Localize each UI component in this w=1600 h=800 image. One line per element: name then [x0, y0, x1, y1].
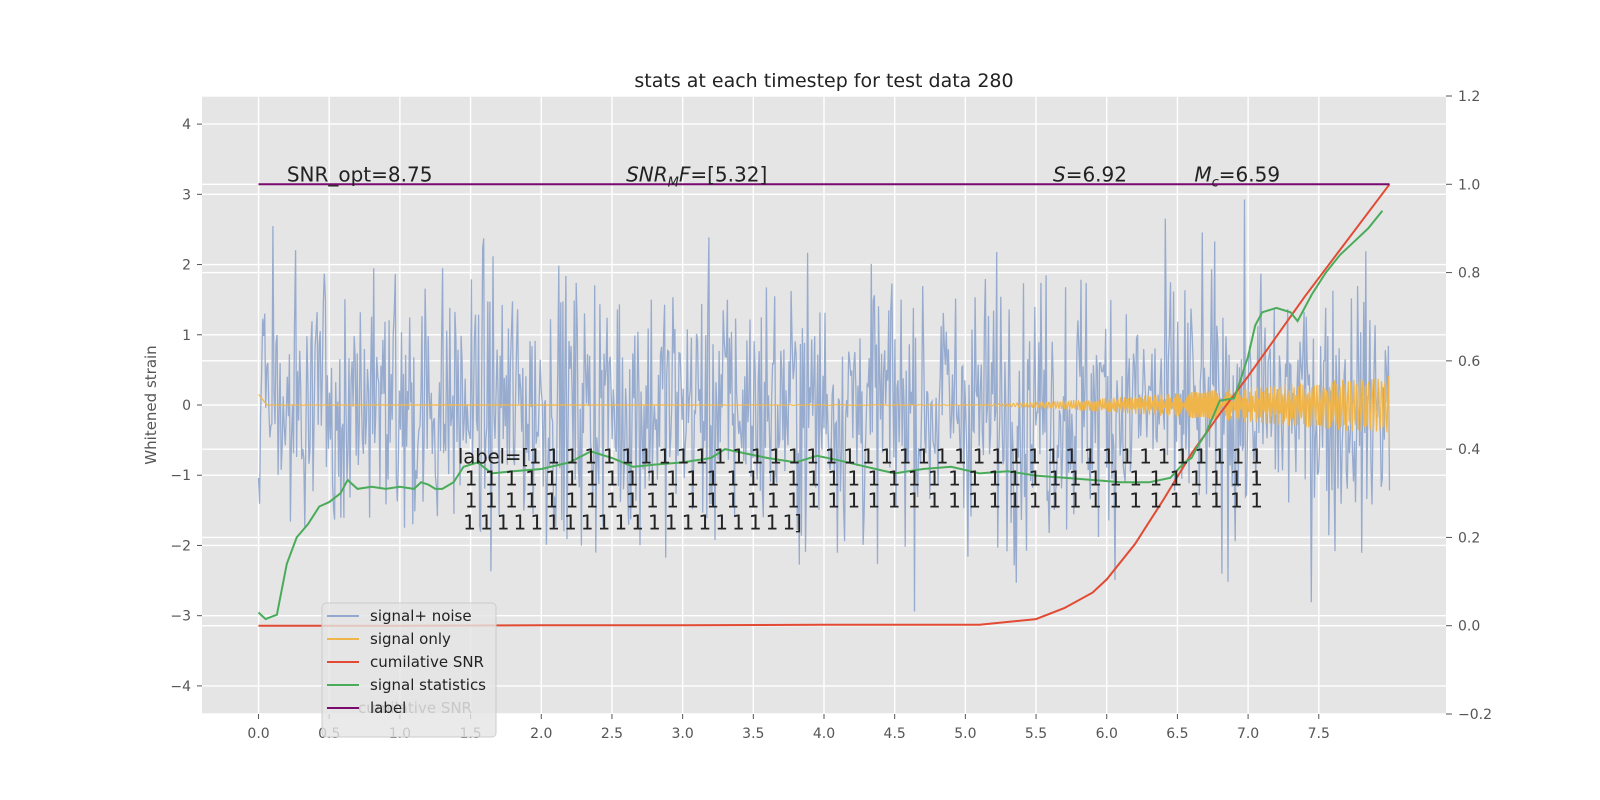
x-tick-label: 5.5 — [1025, 726, 1047, 742]
signal-only-line — [258, 375, 1391, 448]
s-annotation: S=6.92 — [1053, 162, 1127, 186]
x-tick-label: 4.5 — [884, 726, 906, 742]
label-annotation-line: 1 1 1 1 1 1 1 1 1 1 1 1 1 1 1 1 1 1 1 1] — [458, 510, 802, 534]
legend-label: cumilative SNR — [370, 653, 484, 671]
legend-label: label — [370, 699, 406, 717]
x-tick-label: 5.0 — [954, 726, 976, 742]
x-tick-label: 0.0 — [247, 726, 269, 742]
y2-tick-label: 0.2 — [1458, 530, 1480, 546]
chart-title: stats at each timestep for test data 280 — [634, 70, 1013, 92]
y-tick-label: −4 — [170, 679, 191, 695]
x-tick-label: 6.0 — [1096, 726, 1118, 742]
y-tick-label: −3 — [170, 609, 191, 625]
y-tick-label: −1 — [170, 468, 191, 484]
annotations: SNR_opt=8.75 SNRMF=[5.32] S=6.92 Mc=6.59 lab… — [287, 162, 1280, 534]
legend-label: cumilative SNR — [358, 699, 472, 717]
snr-mf-annotation: SNRMF=[5.32] — [626, 162, 767, 190]
y2-tick-label: 0.0 — [1458, 619, 1480, 635]
cumilative-snr-line — [258, 183, 1391, 627]
series-layer — [257, 183, 1391, 627]
y-tick-label: 4 — [182, 117, 191, 133]
label-annotation: label=[1 1 1 1 1 1 1 1 1 1 1 1 1 1 1 1 1… — [458, 444, 1263, 534]
x-tick-label: 2.5 — [601, 726, 623, 742]
x-tick-label: 2.0 — [530, 726, 552, 742]
y2-tick-label: 0.4 — [1458, 442, 1480, 458]
y-tick-label: 2 — [182, 258, 191, 274]
legend-box — [321, 602, 497, 738]
y2-tick-label: 1.0 — [1458, 177, 1480, 193]
y2-tick-label: −0.2 — [1458, 707, 1492, 723]
label-annotation-line: 1 1 1 1 1 1 1 1 1 1 1 1 1 1 1 1 1 1 1 1 … — [458, 466, 1263, 490]
legend-label: signal+ noise — [370, 607, 472, 625]
legend-label: signal statistics — [370, 676, 486, 694]
x-tick-label: 3.0 — [672, 726, 694, 742]
x-tick-label: 7.0 — [1237, 726, 1259, 742]
x-tick-label: 3.5 — [742, 726, 764, 742]
signal-noise-line — [257, 199, 1391, 612]
y-axis-label: Whitened strain — [142, 345, 160, 464]
x-tick-label: 7.5 — [1308, 726, 1330, 742]
y-tick-label: 0 — [182, 398, 191, 414]
label-annotation-line: 1 1 1 1 1 1 1 1 1 1 1 1 1 1 1 1 1 1 1 1 … — [458, 488, 1263, 512]
label-annotation-line: label=[1 1 1 1 1 1 1 1 1 1 1 1 1 1 1 1 1… — [458, 444, 1263, 468]
legend-label: signal only — [370, 630, 451, 648]
legend: cumilative SNR signal+ noise signal only cu… — [321, 602, 497, 738]
y-tick-label: −2 — [170, 538, 191, 554]
y2-tick-label: 0.6 — [1458, 354, 1480, 370]
signal-statistics-line — [257, 210, 1384, 621]
snr-opt-annotation: SNR_opt=8.75 — [287, 162, 433, 186]
mc-annotation: Mc=6.59 — [1194, 162, 1280, 190]
x-tick-label: 6.5 — [1166, 726, 1188, 742]
y2-tick-label: 1.2 — [1458, 89, 1480, 105]
x-tick-label: 4.0 — [813, 726, 835, 742]
y2-tick-label: 0.8 — [1458, 266, 1480, 282]
y-tick-label: 3 — [182, 187, 191, 203]
y-tick-label: 1 — [182, 328, 191, 344]
